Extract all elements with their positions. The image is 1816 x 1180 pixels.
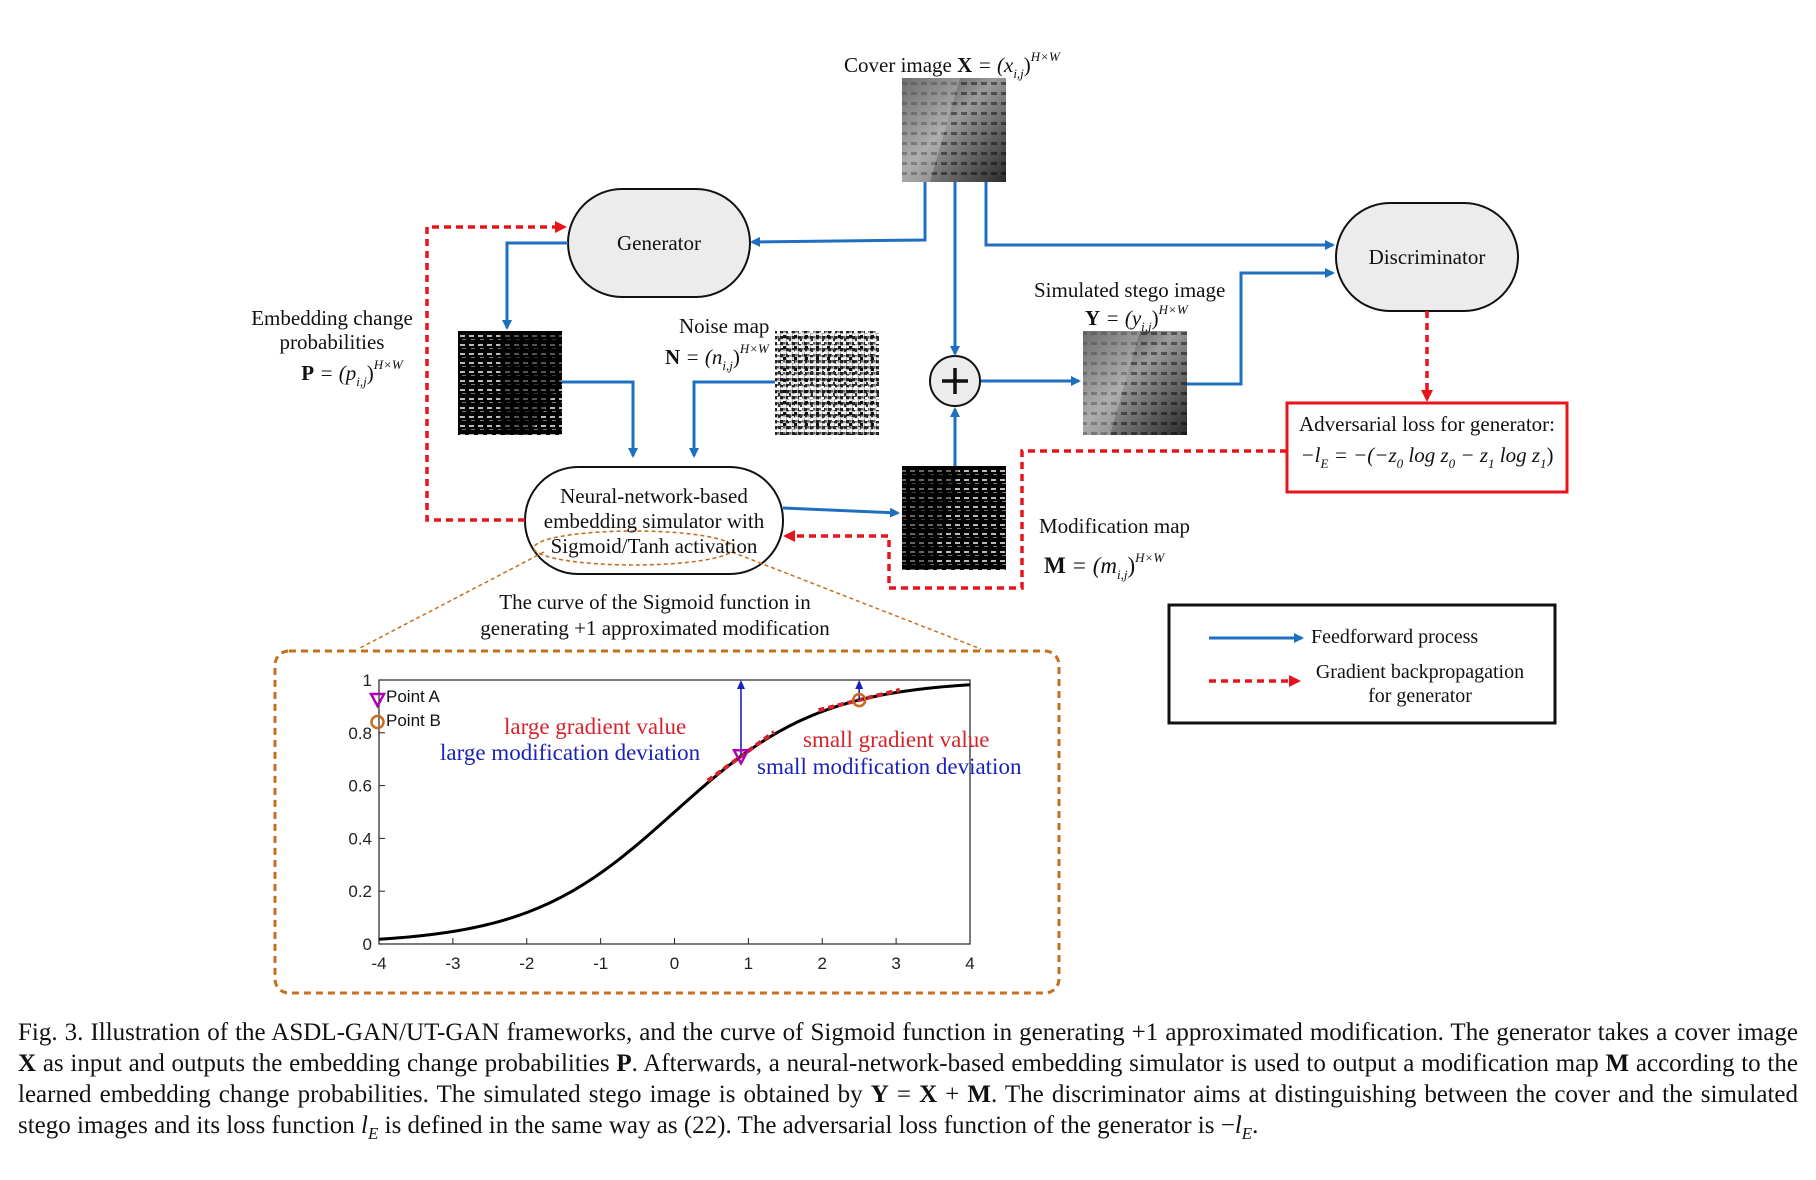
legend-box <box>1167 603 1557 725</box>
x-tick-label: -4 <box>371 954 386 973</box>
arrow-noise-to-simulator <box>689 380 775 458</box>
modification-map-label: Modification map <box>1039 514 1191 538</box>
discriminator-label: Discriminator <box>1368 245 1486 269</box>
cover-image-label: Cover image X = (xi,j)H×W <box>844 49 1060 81</box>
arrow-stego-to-discriminator <box>1187 268 1335 386</box>
generator-label: Generator <box>617 231 701 255</box>
x-tick-label: -2 <box>519 954 534 973</box>
stego-image-label: Simulated stego image <box>1034 278 1226 302</box>
legend-point-a-marker <box>368 692 387 709</box>
point-b-marker <box>851 692 867 708</box>
sigmoid-highlight-ellipse <box>533 530 735 566</box>
figure-caption: Fig. 3. Illustration of the ASDL-GAN/UT-… <box>18 1019 1798 1143</box>
noise-map-label: Noise map <box>679 314 770 338</box>
adversarial-loss-title: Adversarial loss for generator: <box>1299 412 1555 436</box>
legend-backprop-label: Gradient backpropagation for generator <box>1315 661 1525 707</box>
arrow-probabilities-to-simulator <box>562 380 638 458</box>
x-tick-label: 0 <box>670 954 679 973</box>
noise-map-formula: N = (ni,j)H×W <box>665 341 769 373</box>
arrow-cover-to-discriminator <box>984 182 1335 250</box>
chart-caption: The curve of the Sigmoid function in gen… <box>480 590 830 640</box>
deviation-arrowhead <box>736 680 745 689</box>
gradient-tangent-line <box>706 730 776 783</box>
sigmoid-chart: -4 -3 -2 -1 0 1 2 3 4 0 0.2 0.4 0.6 0.8 1 <box>348 671 974 973</box>
modification-map-thumbnail <box>902 466 1006 570</box>
deviation-arrowhead <box>855 680 864 689</box>
modification-map-formula: M = (mi,j)H×W <box>1044 550 1165 582</box>
point-a-marker <box>731 749 751 766</box>
annotation-small-deviation: small modification deviation <box>757 754 1022 779</box>
stego-image-thumbnail <box>1083 331 1187 435</box>
stego-image-formula: Y = (yi,j)H×W <box>1085 302 1188 334</box>
arrow-generator-to-probabilities <box>502 241 568 330</box>
y-tick-label: 0.4 <box>348 829 372 848</box>
annotation-large-deviation: large modification deviation <box>440 740 701 765</box>
x-tick-label: 3 <box>891 954 900 973</box>
x-tick-label: -1 <box>593 954 608 973</box>
zoom-line-right <box>731 551 982 650</box>
y-tick-label: 1 <box>363 671 372 690</box>
y-tick-label: 0.6 <box>348 777 372 796</box>
backprop-simulator-to-generator <box>425 221 567 522</box>
probability-map-thumbnail <box>458 331 562 435</box>
legend-point-b: Point B <box>386 711 441 730</box>
x-tick-label: 2 <box>818 954 827 973</box>
y-tick-label: 0 <box>363 935 372 954</box>
legend-point-a: Point A <box>386 687 440 706</box>
simulator-label: Neural-network-based embedding simulator… <box>543 484 765 558</box>
adversarial-loss-formula: −lE = −(−z0 log z0 − z1 log z1) <box>1300 443 1554 471</box>
x-tick-label: 4 <box>965 954 974 973</box>
probabilities-label: Embedding change probabilities P = (pi,j… <box>251 306 413 390</box>
y-tick-label: 0.8 <box>348 724 372 743</box>
y-tick-label: 0.2 <box>348 882 372 901</box>
arrow-cover-to-generator <box>750 182 927 247</box>
plus-icon <box>942 368 968 394</box>
noise-map-thumbnail <box>775 331 879 435</box>
annotation-large-gradient: large gradient value <box>504 714 687 739</box>
legend-feedforward-label: Feedforward process <box>1311 626 1479 648</box>
annotation-small-gradient: small gradient value <box>803 727 990 752</box>
cover-image-thumbnail <box>902 78 1006 182</box>
chart-frame <box>273 649 1061 995</box>
legend-point-b-marker <box>370 714 385 730</box>
x-tick-label: 1 <box>744 954 753 973</box>
x-tick-label: -3 <box>445 954 460 973</box>
arrow-simulator-to-modification <box>782 506 900 518</box>
backprop-loss-to-simulator <box>783 449 1287 590</box>
adversarial-loss-box <box>1285 401 1569 494</box>
